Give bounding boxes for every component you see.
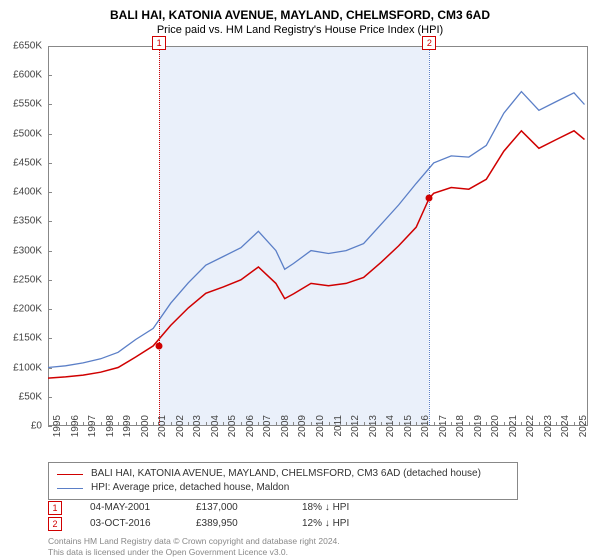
y-tick-label: £0 — [0, 421, 42, 432]
event-vline — [429, 47, 430, 425]
legend-item: HPI: Average price, detached house, Mald… — [57, 481, 509, 495]
event-row: 1 04-MAY-2001 £137,000 18% ↓ HPI — [48, 500, 380, 516]
legend-label: BALI HAI, KATONIA AVENUE, MAYLAND, CHELM… — [91, 467, 481, 481]
y-tick-label: £500K — [0, 128, 42, 139]
chart-area: £0£50K£100K£150K£200K£250K£300K£350K£400… — [48, 46, 588, 426]
y-tick-label: £600K — [0, 70, 42, 81]
series-hpi — [48, 92, 585, 368]
event-price: £389,950 — [196, 516, 274, 532]
events-table: 1 04-MAY-2001 £137,000 18% ↓ HPI 2 03-OC… — [48, 500, 380, 532]
event-vline — [159, 47, 160, 425]
series-price_paid — [48, 131, 585, 378]
footer-line: Contains HM Land Registry data © Crown c… — [48, 536, 340, 547]
y-tick-label: £650K — [0, 41, 42, 52]
legend-swatch — [57, 474, 83, 475]
legend-item: BALI HAI, KATONIA AVENUE, MAYLAND, CHELM… — [57, 467, 509, 481]
chart-title: BALI HAI, KATONIA AVENUE, MAYLAND, CHELM… — [0, 0, 600, 22]
y-tick-label: £100K — [0, 362, 42, 373]
chart-container: BALI HAI, KATONIA AVENUE, MAYLAND, CHELM… — [0, 0, 600, 560]
event-date: 04-MAY-2001 — [90, 500, 168, 516]
line-series — [48, 46, 588, 426]
y-tick-label: £350K — [0, 216, 42, 227]
legend: BALI HAI, KATONIA AVENUE, MAYLAND, CHELM… — [48, 462, 518, 500]
event-marker: 2 — [48, 517, 62, 531]
event-row: 2 03-OCT-2016 £389,950 12% ↓ HPI — [48, 516, 380, 532]
event-delta: 12% ↓ HPI — [302, 516, 380, 532]
footer-line: This data is licensed under the Open Gov… — [48, 547, 340, 558]
y-tick-label: £300K — [0, 245, 42, 256]
sale-dot — [156, 342, 163, 349]
event-marker-top: 2 — [422, 36, 436, 50]
sale-dot — [426, 195, 433, 202]
event-marker: 1 — [48, 501, 62, 515]
event-price: £137,000 — [196, 500, 274, 516]
chart-subtitle: Price paid vs. HM Land Registry's House … — [0, 22, 600, 40]
y-tick-label: £550K — [0, 99, 42, 110]
y-tick-label: £400K — [0, 187, 42, 198]
y-tick-label: £450K — [0, 157, 42, 168]
legend-label: HPI: Average price, detached house, Mald… — [91, 481, 289, 495]
y-tick-label: £250K — [0, 274, 42, 285]
event-marker-top: 1 — [152, 36, 166, 50]
legend-swatch — [57, 488, 83, 489]
y-tick-label: £50K — [0, 391, 42, 402]
event-delta: 18% ↓ HPI — [302, 500, 380, 516]
y-tick-label: £200K — [0, 304, 42, 315]
event-date: 03-OCT-2016 — [90, 516, 168, 532]
footer: Contains HM Land Registry data © Crown c… — [48, 536, 340, 558]
y-tick-label: £150K — [0, 333, 42, 344]
